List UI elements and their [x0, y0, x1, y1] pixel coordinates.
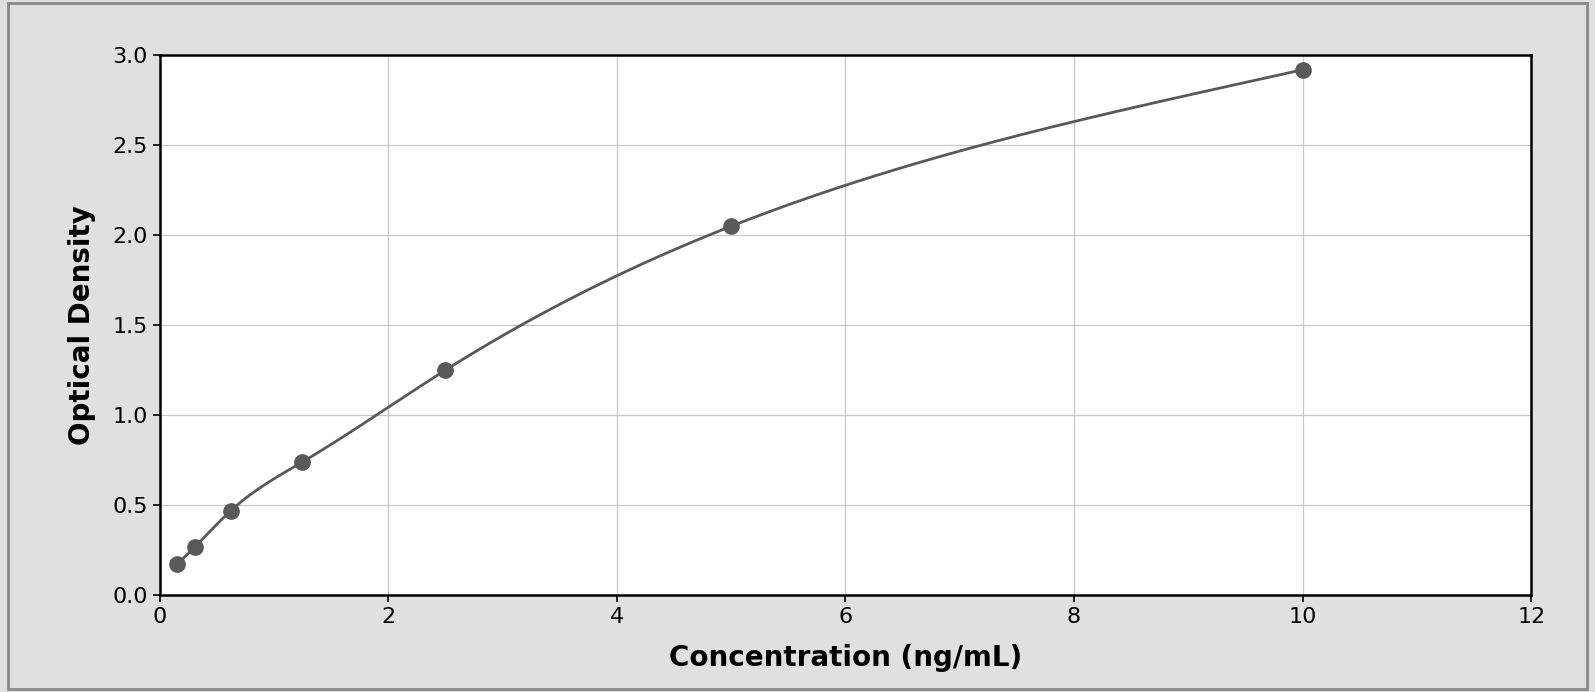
Point: [1290, 64, 1316, 75]
Point: [182, 541, 207, 552]
Point: [290, 457, 316, 468]
Point: [718, 221, 743, 232]
Point: [432, 365, 458, 376]
Point: [164, 558, 190, 569]
X-axis label: Concentration (ng/mL): Concentration (ng/mL): [668, 644, 1022, 672]
Y-axis label: Optical Density: Optical Density: [67, 206, 96, 445]
Point: [219, 505, 244, 516]
